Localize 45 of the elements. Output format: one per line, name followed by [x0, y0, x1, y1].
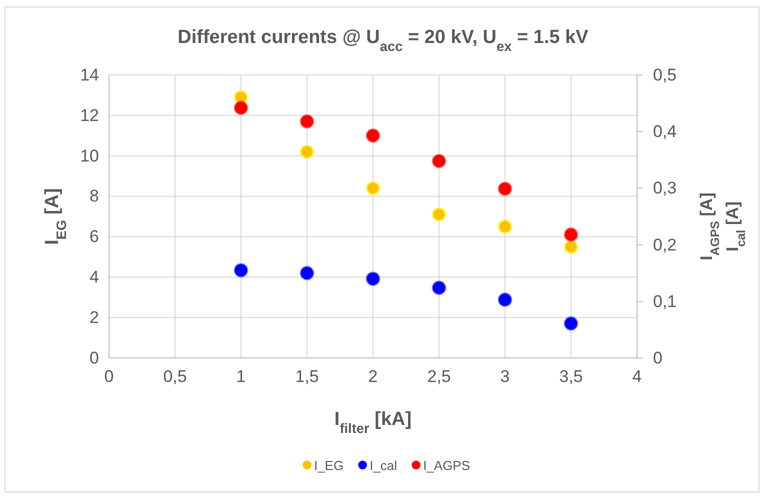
legend-label: I_AGPS	[423, 458, 470, 473]
legend-label: I_cal	[370, 458, 398, 473]
point	[498, 182, 512, 196]
y-tick-label: 8	[90, 186, 99, 206]
point	[564, 227, 578, 242]
y2-tick-label: 0,3	[653, 178, 677, 198]
point	[432, 280, 446, 295]
point	[234, 263, 248, 278]
y2-tick-label: 0	[653, 348, 662, 368]
y2-tick-label: 0,5	[653, 65, 677, 84]
point	[300, 144, 314, 159]
y2-tick-label: 0,2	[653, 235, 677, 254]
point	[564, 240, 578, 254]
point	[366, 272, 380, 286]
y-tick-label: 2	[90, 308, 99, 328]
y-tick-label: 0	[90, 348, 99, 368]
y2-tick-label: 0,4	[653, 122, 677, 142]
y2-tick-label: 0,1	[653, 292, 677, 311]
x-tick-label: 3,5	[559, 367, 583, 386]
point	[300, 114, 314, 129]
point	[498, 219, 512, 234]
point	[366, 181, 380, 196]
point	[432, 154, 446, 168]
x-tick-label: 0	[104, 367, 114, 386]
point	[300, 266, 314, 280]
x-tick-label: 0,5	[163, 367, 187, 386]
x-tick-label: 3	[500, 367, 510, 386]
x-tick-label: 4	[632, 367, 642, 386]
x-tick-label: 2	[368, 367, 378, 386]
point	[498, 292, 512, 307]
y-tick-label: 14	[80, 65, 99, 84]
x-tick-label: 2,5	[427, 367, 451, 386]
y-tick-label: 6	[90, 227, 99, 246]
y-tick-label: 4	[90, 268, 99, 287]
point	[234, 100, 248, 115]
point	[432, 207, 446, 222]
chart-title: Different currents @ U$_{acc}$ = 20 kV, U$_{ex}$ = 1.5 kV	[178, 27, 589, 54]
y-tick-label: 10	[80, 146, 99, 166]
y-tick-label: 12	[80, 106, 99, 125]
x-tick-label: 1,5	[295, 367, 319, 386]
x-axis-title: I$_{filter}$ [kA]	[334, 409, 412, 436]
legend-label: I_EG	[314, 458, 344, 473]
x-tick-label: 1	[236, 367, 246, 386]
point	[366, 128, 380, 143]
point	[564, 316, 578, 331]
